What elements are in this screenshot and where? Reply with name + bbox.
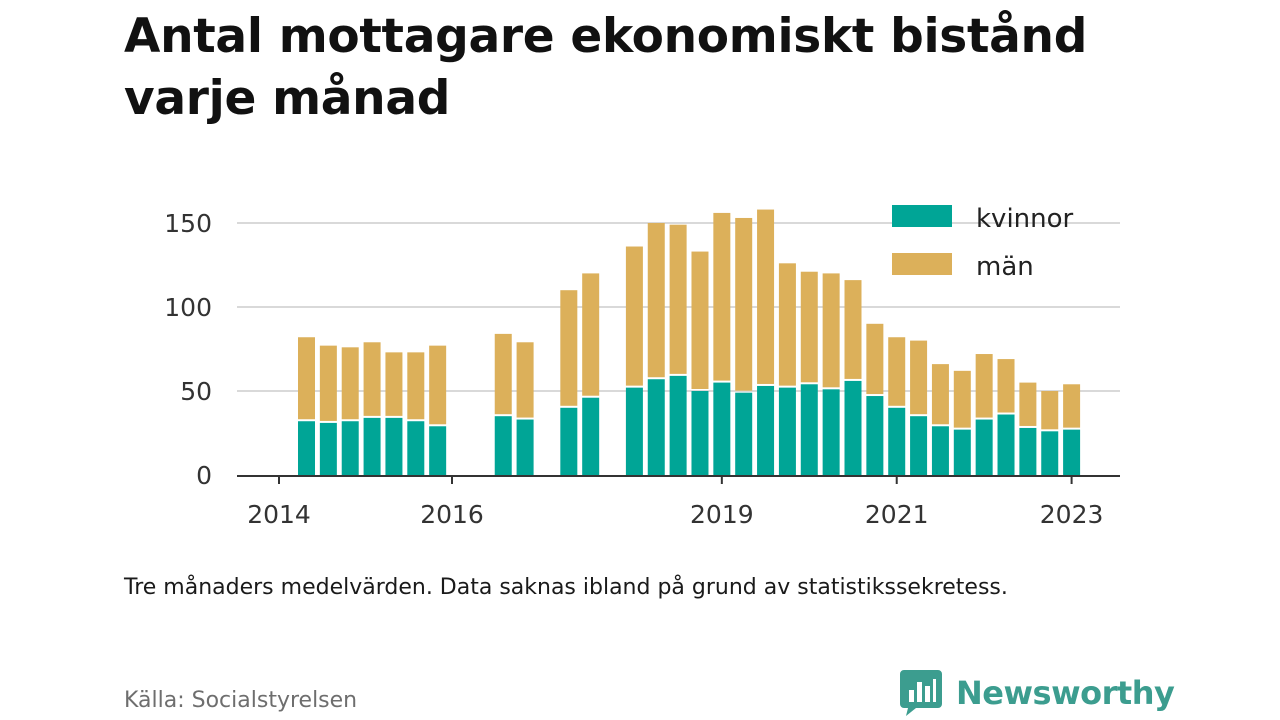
bar-kvinnor (669, 375, 687, 475)
bar-man (385, 352, 403, 416)
bar-man (735, 217, 753, 391)
bar-kvinnor (385, 417, 403, 475)
bar-kvinnor (888, 407, 906, 475)
source-label: Källa: Socialstyrelsen (124, 688, 358, 713)
bar-man (757, 209, 775, 384)
bar-chart-speech-bubble-icon (900, 670, 942, 716)
bar-man (888, 337, 906, 406)
bar-kvinnor (341, 421, 359, 475)
bar-kvinnor (757, 385, 775, 475)
bar-man (800, 271, 818, 383)
bar-kvinnor (407, 421, 425, 475)
bar-kvinnor (625, 387, 643, 475)
y-tick-label: 0 (196, 461, 212, 490)
bar-kvinnor (582, 397, 600, 475)
bar-man (319, 345, 337, 421)
bar-kvinnor (713, 382, 731, 475)
bar-man (363, 342, 381, 416)
bar-kvinnor (778, 387, 796, 475)
bar-man (1019, 382, 1037, 426)
y-tick-label: 150 (164, 209, 212, 238)
x-tick-label: 2019 (690, 500, 754, 529)
legend-swatch-man (892, 253, 952, 275)
bar-man (429, 345, 447, 425)
bar-kvinnor (363, 417, 381, 475)
bar-man (953, 370, 971, 428)
bar-kvinnor (866, 396, 884, 475)
x-tick-label: 2014 (247, 500, 311, 529)
bar-man (516, 342, 534, 418)
y-axis-ticks: 0 50 100 150 (164, 209, 212, 490)
bar-man (931, 364, 949, 425)
legend-swatch-kvinnor (892, 205, 952, 227)
bar-man (822, 273, 840, 388)
x-tick-label: 2021 (865, 500, 929, 529)
bar-kvinnor (822, 389, 840, 475)
bar-kvinnor (953, 429, 971, 475)
bar-man (844, 280, 862, 379)
bar-man (582, 273, 600, 396)
brand-name: Newsworthy (956, 674, 1175, 712)
bar-kvinnor (1019, 427, 1037, 475)
bar-kvinnor (494, 416, 512, 475)
legend-label-man: män (976, 252, 1034, 282)
x-axis: 2014 2016 2019 2021 2023 (237, 475, 1120, 529)
bars (298, 209, 1081, 475)
bar-kvinnor (844, 380, 862, 475)
bar-man (341, 347, 359, 420)
bar-man (1063, 384, 1081, 428)
bar-man (560, 290, 578, 406)
bar-kvinnor (975, 419, 993, 475)
legend-label-kvinnor: kvinnor (976, 204, 1074, 234)
bar-man (866, 323, 884, 395)
x-tick-label: 2023 (1040, 500, 1104, 529)
brand[interactable]: Newsworthy (900, 670, 1175, 716)
bar-kvinnor (298, 421, 315, 475)
bar-kvinnor (997, 414, 1015, 475)
y-tick-label: 100 (164, 293, 212, 322)
bar-man (691, 251, 709, 389)
y-tick-label: 50 (180, 377, 212, 406)
legend: kvinnor män (892, 204, 1074, 282)
bar-kvinnor (910, 416, 928, 475)
bar-kvinnor (691, 391, 709, 475)
bar-man (494, 333, 512, 415)
bar-kvinnor (931, 426, 949, 475)
bar-kvinnor (647, 379, 665, 475)
bar-man (625, 246, 643, 386)
bar-man (713, 212, 731, 381)
x-tick-label: 2016 (420, 500, 484, 529)
bar-kvinnor (735, 392, 753, 475)
bar-man (778, 263, 796, 386)
bar-kvinnor (516, 419, 534, 475)
bar-man (975, 354, 993, 418)
bar-kvinnor (560, 407, 578, 475)
bar-man (407, 352, 425, 420)
bar-man (910, 340, 928, 415)
bar-kvinnor (800, 384, 818, 475)
bar-man (669, 224, 687, 374)
bar-man (1041, 391, 1059, 430)
bar-man (997, 359, 1015, 413)
bar-kvinnor (319, 422, 337, 475)
bar-kvinnor (429, 426, 447, 475)
bar-man (647, 223, 665, 378)
bar-man (298, 337, 315, 420)
bar-kvinnor (1063, 429, 1081, 475)
chart-note: Tre månaders medelvärden. Data saknas ib… (124, 575, 1008, 600)
bar-kvinnor (1041, 431, 1059, 475)
chart-title: Antal mottagare ekonomiskt bistånd varje… (124, 9, 1088, 126)
